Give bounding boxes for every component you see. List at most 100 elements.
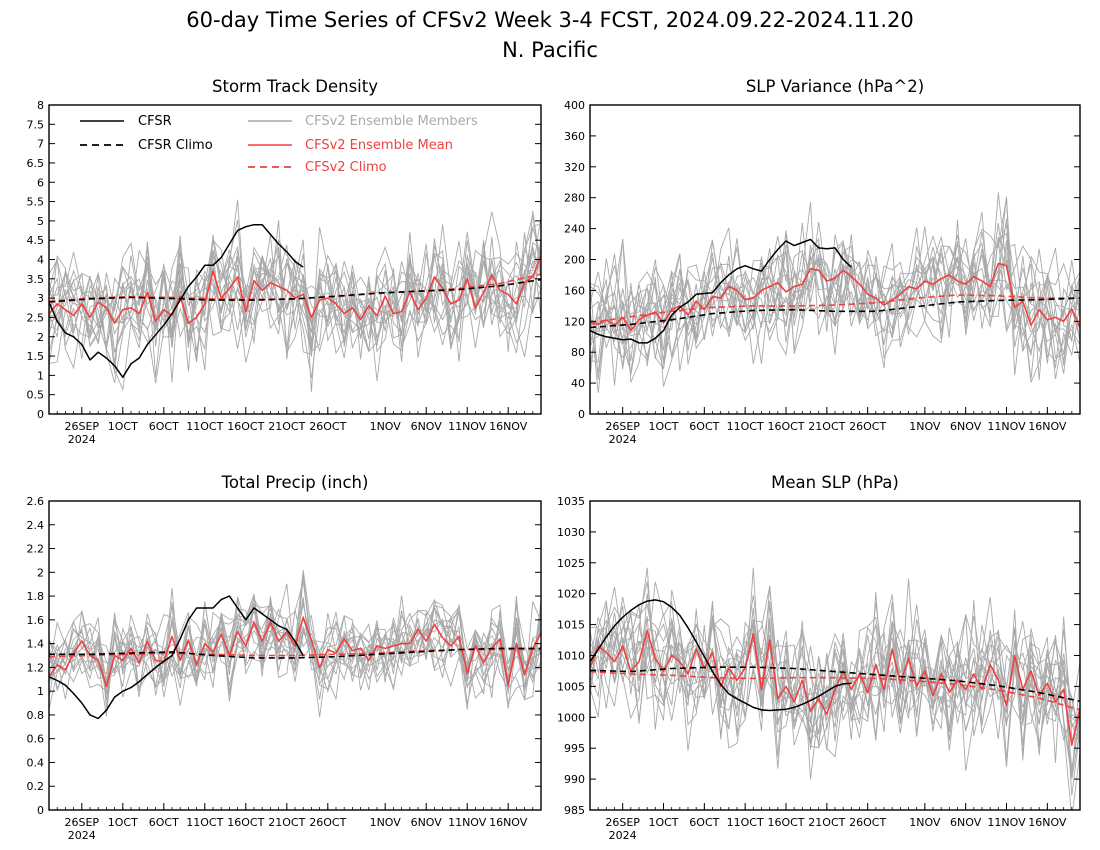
cfsr-line [590,238,852,344]
y-tick-label: 1020 [557,588,585,601]
ensemble-member-line [49,596,541,699]
x-tick-label: 1OCT [108,420,138,433]
plot-area [49,199,541,392]
ensemble-member-line [49,601,541,701]
legend-label-cfsv2-climo: CFSv2 Climo [305,160,387,175]
y-tick-label: 240 [564,223,585,236]
cfsv2-climo-line [590,294,1080,324]
y-tick-label: 400 [564,99,585,112]
ensemble-mean-line [49,616,541,688]
ensemble-member-line [49,583,541,698]
ensemble-member-line [49,220,541,392]
x-tick-label: 1OCT [648,420,678,433]
ensemble-member-line [49,596,541,704]
y-tick-label: 1.6 [27,614,45,627]
x-tick-label: 6NOV [950,816,982,829]
x-tick-label: 26SEP [605,420,640,433]
y-tick-label: 0 [37,804,44,817]
plot-area [590,192,1080,393]
y-tick-label: 3 [37,292,44,305]
x-tick-label: 6OCT [689,816,719,829]
y-tick-label: 2.2 [27,543,45,556]
x-tick-label: 11NOV [987,816,1026,829]
x-tick-label: 11OCT [186,420,223,433]
cfsr-climo-line [49,278,541,303]
y-tick-label: 2 [37,566,44,579]
y-tick-label: 6 [37,176,44,189]
ensemble-member-line [49,249,541,378]
x-tick-year-label: 2024 [609,433,637,446]
y-tick-label: 2.5 [27,311,45,324]
y-tick-label: 160 [564,284,585,297]
ensemble-member-line [590,196,1080,380]
y-tick-label: 2.6 [27,495,45,508]
x-tick-label: 6NOV [411,816,443,829]
x-tick-label: 21OCT [268,816,305,829]
ensemble-member-line [590,581,1080,772]
ensemble-member-line [590,589,1080,735]
y-tick-label: 990 [564,773,585,786]
y-tick-label: 1005 [557,680,585,693]
x-tick-label: 6OCT [149,816,179,829]
x-tick-label: 11NOV [987,420,1026,433]
y-tick-label: 1010 [557,650,585,663]
x-tick-label: 1NOV [909,816,941,829]
x-tick-label: 26SEP [605,816,640,829]
ensemble-member-line [590,596,1080,751]
y-tick-label: 8 [37,99,44,112]
ensemble-member-line [49,593,541,709]
y-tick-label: 5.5 [27,196,45,209]
x-tick-label: 11OCT [727,816,764,829]
ensemble-member-line [49,216,541,384]
x-tick-label: 6NOV [950,420,982,433]
y-tick-label: 0.8 [27,709,45,722]
cfsr-climo-line [49,647,541,659]
ensemble-member-line [590,222,1080,359]
ensemble-member-line [590,600,1080,750]
ensemble-member-line [49,596,541,706]
ensemble-member-line [590,592,1080,771]
cfsr-line [49,223,304,379]
y-tick-label: 1.8 [27,590,45,603]
y-tick-label: 1.2 [27,661,45,674]
ensemble-mean-line [590,262,1080,332]
x-tick-label: 11OCT [186,816,223,829]
x-tick-label: 21OCT [268,420,305,433]
y-tick-label: 1.4 [27,638,45,651]
y-tick-label: 80 [571,346,585,359]
ensemble-mean-line [590,629,1080,746]
x-tick-year-label: 2024 [68,433,96,446]
y-tick-label: 0 [578,408,585,421]
ensemble-member-line [590,581,1080,758]
x-tick-label: 16OCT [227,816,264,829]
cfsr-line [590,599,852,712]
ensemble-member-line [590,234,1080,387]
ensemble-member-line [49,238,541,363]
ensemble-member-line [49,219,541,383]
plot-area [49,569,541,720]
panel-mean-slp: Mean SLP (hPa) 985 990 995 1000 1005 1010 1015 1… [557,473,1081,842]
x-tick-label: 21OCT [808,816,845,829]
y-tick-label: 0.5 [27,389,45,402]
cfsr-climo-line [590,666,1080,702]
y-tick-label: 4 [37,254,44,267]
y-tick-label: 120 [564,315,585,328]
figure-title: 60-day Time Series of CFSv2 Week 3-4 FCS… [186,8,914,32]
x-tick-label: 16NOV [1028,816,1067,829]
panel-title: Storm Track Density [212,77,378,96]
ensemble-mean-line [49,255,541,325]
y-tick-label: 2 [37,331,44,344]
x-tick-label: 16OCT [227,420,264,433]
x-tick-label: 1OCT [648,816,678,829]
y-tick-label: 0.4 [27,756,45,769]
y-tick-label: 7.5 [27,118,45,131]
ensemble-member-line [590,567,1080,780]
y-tick-label: 360 [564,130,585,143]
y-tick-label: 0.6 [27,733,45,746]
panel-total-precip: Total Precip (inch) 0 0.2 0.4 0.6 0.8 1 1.2 1.4 1… [27,473,542,842]
y-tick-label: 985 [564,804,585,817]
ensemble-member-line [49,234,541,347]
x-tick-label: 26SEP [65,420,100,433]
y-tick-label: 7 [37,138,44,151]
panel-title: Total Precip (inch) [221,473,369,492]
